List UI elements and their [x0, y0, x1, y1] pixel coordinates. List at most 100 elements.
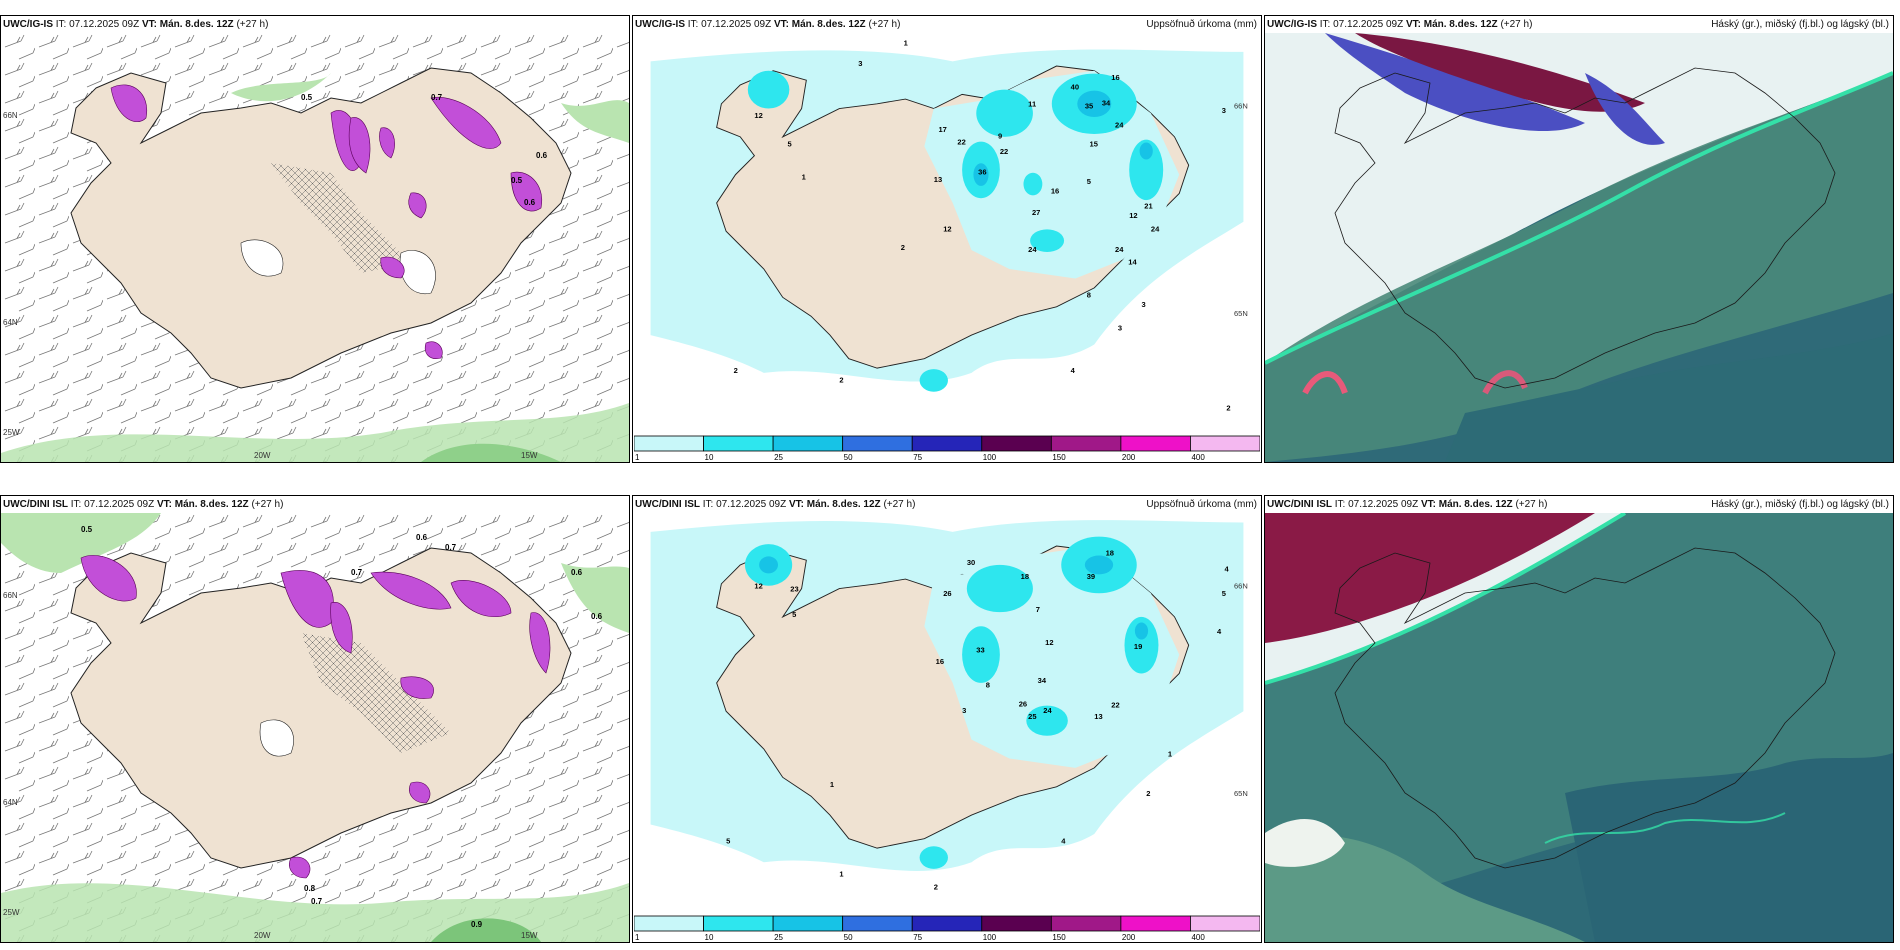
colorbar-swatch — [842, 435, 913, 452]
colorbar-swatch — [703, 915, 774, 932]
accum-label: 12 — [1045, 638, 1053, 647]
accum-label: 16 — [1051, 186, 1059, 195]
panel-precip-wind-igis: UWC/IG-IS IT: 07.12.2025 09Z VT: Mán. 8.… — [0, 15, 630, 463]
valid-time: VT: Mán. 8.des. 12Z — [788, 499, 881, 510]
panel-precip-wind-dini: UWC/DINI ISL IT: 07.12.2025 09Z VT: Mán.… — [0, 495, 630, 943]
colorbar-swatch — [1050, 915, 1122, 932]
colorbar-swatch — [981, 915, 1052, 932]
lead-time: (+27 h) — [236, 19, 269, 30]
panel-header: UWC/IG-IS IT: 07.12.2025 09Z VT: Mán. 8.… — [635, 18, 1257, 32]
accum-label: 9 — [998, 132, 1002, 141]
panel-subtitle: Háský (gr.), miðský (fj.bl.) og lágský (… — [1711, 499, 1889, 510]
init-time: IT: 07.12.2025 09Z — [1334, 499, 1419, 510]
panel-subtitle: Uppsöfnuð úrkoma (mm) — [1146, 19, 1257, 30]
lead-time: (+27 h) — [1500, 19, 1533, 30]
precip-label: 0.6 — [536, 151, 548, 160]
lon-label-20w: 20W — [254, 931, 271, 940]
colorbar-tick-label: 150 — [1052, 933, 1066, 941]
colorbar-swatch — [842, 915, 913, 932]
accum-label: 17 — [939, 125, 947, 134]
accum-label: 4 — [1071, 366, 1076, 375]
precip-label: 0.6 — [571, 568, 583, 577]
cloud-cover-map — [1265, 513, 1893, 942]
lon-label-15w: 15W — [521, 451, 538, 460]
accum-label: 34 — [1102, 99, 1111, 108]
lon-label-15w: 15W — [521, 931, 538, 940]
colorbar-swatch — [772, 915, 844, 932]
iceland-landmass — [70, 547, 572, 869]
valid-time: VT: Mán. 8.des. 12Z — [156, 499, 249, 510]
precip-wind-map: 20W 15W 66N 64N 25W 0.5 0.6 0.7 0.6 0.6 … — [1, 513, 629, 942]
accum-label: 13 — [934, 175, 942, 184]
accum-label: 5 — [1222, 589, 1226, 598]
colorbar-tick-label: 200 — [1122, 933, 1136, 941]
accum-label: 39 — [1087, 572, 1095, 581]
precip-colorbar: 1 10 25 50 75 100 150 200 400 — [634, 435, 1260, 461]
colorbar-tick-label: 25 — [774, 453, 783, 461]
accum-label: 13 — [1094, 712, 1102, 721]
accum-label: 2 — [734, 366, 738, 375]
colorbar-tick-label: 150 — [1052, 453, 1066, 461]
accum-label: 3 — [858, 59, 862, 68]
precip-label: 0.7 — [431, 93, 443, 102]
accum-label: 16 — [936, 657, 944, 666]
lon-label-20w: 20W — [254, 451, 271, 460]
colorbar-tick-label: 100 — [983, 453, 997, 461]
iceland-landmass — [70, 67, 572, 389]
accum-label: 2 — [901, 243, 905, 252]
accum-label: 24 — [1115, 120, 1124, 129]
colorbar-tick-label: 25 — [774, 933, 783, 941]
accum-label: 1 — [802, 172, 806, 181]
accum-label: 24 — [1151, 224, 1160, 233]
lead-time: (+27 h) — [1515, 499, 1548, 510]
precip-label: 0.7 — [445, 543, 457, 552]
accum-label: 2 — [839, 375, 843, 384]
accum-label: 24 — [1028, 245, 1037, 254]
colorbar-tick-label: 10 — [705, 453, 714, 461]
precip-label: 0.7 — [311, 897, 323, 906]
accum-label: 5 — [792, 610, 796, 619]
colorbar-tick-label: 200 — [1122, 453, 1136, 461]
accum-label: 34 — [1038, 676, 1047, 685]
model-name: UWC/DINI ISL — [1267, 499, 1332, 510]
panel-header: UWC/DINI ISL IT: 07.12.2025 09Z VT: Mán.… — [3, 498, 625, 512]
accum-label: 25 — [1028, 712, 1036, 721]
precip-label: 0.9 — [471, 920, 483, 929]
accum-label: 22 — [1000, 147, 1008, 156]
colorbar-swatch — [634, 915, 704, 932]
accum-label: 14 — [1128, 257, 1137, 266]
colorbar-swatches — [634, 435, 1260, 452]
accum-label: 1 — [904, 38, 908, 47]
iceland-outline — [1334, 67, 1836, 389]
accum-label: 11 — [1028, 100, 1036, 109]
colorbar-swatch — [772, 435, 844, 452]
colorbar-tick-label: 50 — [844, 453, 853, 461]
panel-accum-precip-igis: UWC/IG-IS IT: 07.12.2025 09Z VT: Mán. 8.… — [632, 15, 1262, 463]
init-time: IT: 07.12.2025 09Z — [1319, 19, 1404, 30]
accum-label: 7 — [1036, 605, 1040, 614]
accum-label: 24 — [1115, 245, 1124, 254]
panel-header: UWC/DINI ISL IT: 07.12.2025 09Z VT: Mán.… — [635, 498, 1257, 512]
colorbar-swatch — [911, 915, 983, 932]
accum-label: 26 — [1019, 700, 1027, 709]
colorbar-tick-label: 100 — [983, 933, 997, 941]
accum-label: 19 — [1134, 642, 1142, 651]
panel-header: UWC/DINI ISL IT: 07.12.2025 09Z VT: Mán.… — [1267, 498, 1889, 512]
colorbar-tick-label: 400 — [1191, 453, 1205, 461]
colorbar-swatch — [911, 435, 983, 452]
init-time: IT: 07.12.2025 09Z — [702, 499, 787, 510]
accum-label: 5 — [726, 836, 730, 845]
lead-time: (+27 h) — [883, 499, 916, 510]
accum-precip-map: 12 23 5 26 30 18 7 39 18 33 16 12 34 26 … — [650, 520, 1248, 892]
init-time: IT: 07.12.2025 09Z — [687, 19, 772, 30]
precip-colorbar: 1 10 25 50 75 100 150 200 400 — [634, 915, 1260, 941]
valid-time: VT: Mán. 8.des. 12Z — [141, 19, 234, 30]
model-name: UWC/DINI ISL — [3, 499, 68, 510]
lat-label-64n: 64N — [3, 318, 18, 327]
accum-label: 3 — [962, 706, 966, 715]
accum-label: 5 — [787, 139, 791, 148]
lat-label-66n: 66N — [3, 591, 18, 600]
colorbar-tick-label: 1 — [635, 453, 640, 461]
accum-label: 22 — [1111, 700, 1119, 709]
precip-label: 0.6 — [416, 533, 428, 542]
